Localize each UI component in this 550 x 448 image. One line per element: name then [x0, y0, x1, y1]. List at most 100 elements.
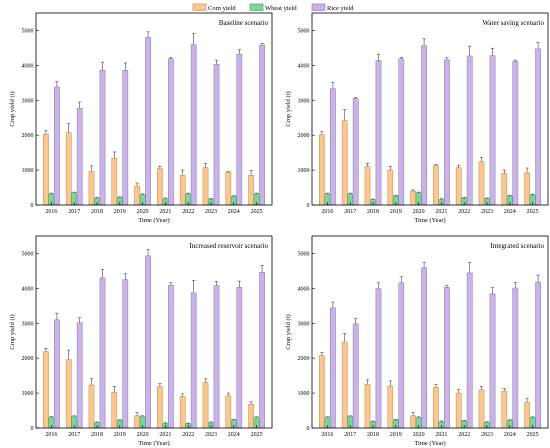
error-bar-corn-yield-2023 [203, 378, 208, 383]
legend: Corn yield Wheat yield Rice yield [192, 3, 354, 12]
error-bar-rice-yield-2016 [55, 81, 59, 88]
y-tick-label-3000: 3000 [22, 321, 34, 327]
error-bar-wheat-yield-2023 [485, 421, 489, 423]
bar-corn-yield-2024 [225, 395, 232, 429]
bar-rice-yield-2019 [398, 58, 405, 206]
error-bar-rice-yield-2022 [468, 45, 472, 56]
error-bar-wheat-yield-2016 [49, 192, 53, 194]
x-tick-label-2024: 2024 [504, 209, 516, 215]
error-bar-corn-yield-2023 [479, 157, 484, 162]
bar-corn-yield-2022 [179, 175, 186, 206]
bar-corn-yield-2021 [157, 386, 163, 429]
error-bar-wheat-yield-2023 [209, 421, 213, 423]
bar-corn-yield-2018 [364, 384, 371, 429]
error-bar-wheat-yield-2022 [462, 420, 466, 422]
bar-corn-yield-2016 [43, 351, 49, 429]
error-bar-wheat-yield-2020 [141, 415, 145, 417]
bar-corn-yield-2025 [524, 401, 530, 429]
x-tick-label-2019: 2019 [390, 209, 402, 215]
bar-corn-yield-2020 [134, 185, 140, 206]
error-bar-wheat-yield-2019 [118, 196, 122, 198]
x-axis-label: Time (Year) [138, 217, 169, 224]
error-bar-corn-yield-2020 [135, 412, 139, 416]
bar-rice-yield-2023 [489, 293, 496, 429]
bar-corn-yield-2023 [478, 161, 485, 206]
error-bar-corn-yield-2017 [67, 123, 71, 133]
x-tick-label-2022: 2022 [182, 432, 194, 438]
error-bar-rice-yield-2024 [237, 49, 241, 55]
error-bar-corn-yield-2020 [411, 411, 415, 416]
y-tick-label-3000: 3000 [298, 98, 310, 104]
x-tick-label-2021: 2021 [159, 432, 171, 438]
error-bar-corn-yield-2016 [320, 131, 324, 135]
error-bar-wheat-yield-2018 [95, 421, 99, 423]
bar-rice-yield-2020 [421, 45, 427, 206]
error-bar-corn-yield-2021 [158, 383, 162, 387]
y-axis-label: Crop yield (t) [285, 314, 292, 349]
bar-corn-yield-2022 [179, 396, 186, 429]
x-tick-label-2021: 2021 [435, 209, 447, 215]
y-tick-label-4000: 4000 [298, 286, 310, 292]
bar-corn-yield-2020 [410, 415, 416, 429]
legend-swatch-rice-yield [311, 3, 326, 11]
bar-corn-yield-2022 [455, 392, 462, 429]
error-bar-wheat-yield-2019 [118, 419, 122, 421]
y-tick-label-4000: 4000 [298, 63, 310, 69]
bar-rice-yield-2024 [236, 53, 243, 206]
error-bar-corn-yield-2021 [158, 165, 162, 169]
error-bar-wheat-yield-2016 [49, 416, 53, 418]
panel-title: Water saving scenario [482, 19, 544, 27]
y-tick-label-5000: 5000 [22, 251, 34, 257]
bar-rice-yield-2022 [466, 272, 473, 429]
error-bar-rice-yield-2025 [536, 274, 540, 283]
error-bar-rice-yield-2019 [123, 273, 127, 280]
bar-corn-yield-2017 [65, 359, 72, 429]
bar-rice-yield-2020 [145, 37, 151, 206]
x-tick-label-2019: 2019 [390, 432, 402, 438]
bar-rice-yield-2021 [168, 284, 174, 429]
bar-rice-yield-2018 [99, 277, 106, 429]
x-axis-label: Time (Year) [414, 440, 445, 447]
y-tick-label-4000: 4000 [22, 286, 34, 292]
y-tick-label-4000: 4000 [22, 63, 34, 69]
error-bar-wheat-yield-2017 [72, 191, 76, 193]
x-tick-label-2017: 2017 [344, 432, 356, 438]
x-tick-label-2020: 2020 [413, 209, 425, 215]
x-tick-label-2016: 2016 [45, 209, 57, 215]
error-bar-rice-yield-2025 [536, 42, 540, 49]
x-tick-label-2018: 2018 [367, 432, 379, 438]
y-tick-label-5000: 5000 [298, 251, 310, 257]
error-bar-wheat-yield-2022 [186, 192, 190, 194]
x-tick-label-2025: 2025 [251, 209, 263, 215]
bar-rice-yield-2024 [512, 61, 519, 206]
error-bar-rice-yield-2021 [169, 282, 173, 286]
error-bar-wheat-yield-2023 [209, 198, 213, 200]
error-bar-wheat-yield-2022 [186, 422, 190, 424]
y-tick-label-5000: 5000 [22, 28, 34, 34]
error-bar-corn-yield-2022 [457, 389, 461, 394]
error-bar-wheat-yield-2022 [462, 197, 466, 199]
x-tick-label-2023: 2023 [481, 209, 493, 215]
x-tick-label-2024: 2024 [228, 432, 240, 438]
x-axis-label: Time (Year) [414, 217, 445, 224]
x-tick-label-2020: 2020 [137, 209, 149, 215]
x-tick-label-2025: 2025 [527, 209, 539, 215]
x-tick-label-2018: 2018 [91, 209, 103, 215]
error-bar-rice-yield-2021 [445, 284, 449, 288]
bar-rice-yield-2017 [352, 98, 359, 206]
bar-corn-yield-2017 [65, 132, 72, 206]
error-bar-wheat-yield-2017 [348, 415, 352, 417]
error-bar-corn-yield-2019 [388, 380, 392, 387]
y-tick-label-0: 0 [31, 426, 34, 432]
bar-corn-yield-2019 [111, 157, 118, 206]
error-bar-corn-yield-2018 [89, 378, 94, 386]
error-bar-corn-yield-2024 [226, 171, 230, 173]
error-bar-corn-yield-2018 [365, 163, 370, 167]
panel-title: Baseline scenario [219, 19, 269, 27]
bar-rice-yield-2018 [99, 70, 106, 206]
y-tick-label-0: 0 [307, 203, 310, 209]
error-bar-rice-yield-2023 [214, 281, 219, 286]
bar-corn-yield-2021 [433, 165, 439, 206]
error-bar-wheat-yield-2018 [95, 197, 99, 199]
